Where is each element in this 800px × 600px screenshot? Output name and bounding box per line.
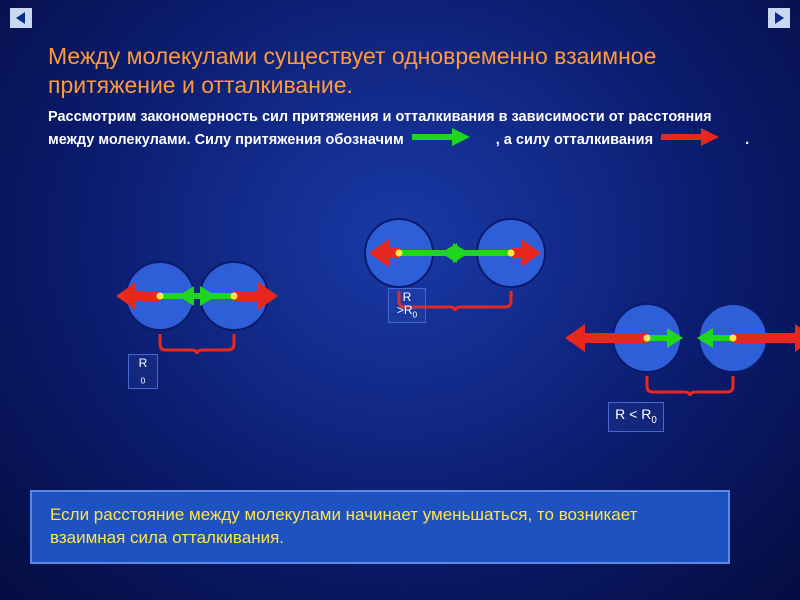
nav-prev-button[interactable] [10, 8, 32, 28]
overlay-conclusion: Если расстояние между молекулами начинае… [30, 490, 730, 564]
subtitle-text-2: , а силу отталкивания [496, 132, 657, 148]
slide-subtitle: Рассмотрим закономерность сил притяжения… [48, 108, 752, 152]
label-far: R>R0 [388, 288, 426, 323]
diagram-close [525, 300, 800, 381]
repulsion-legend-arrow [661, 128, 719, 153]
attraction-legend-arrow [412, 128, 470, 153]
nav-next-icon [772, 11, 786, 25]
label-equilibrium: R0 [128, 354, 158, 389]
nav-prev-icon [14, 11, 28, 25]
nav-next-button[interactable] [768, 8, 790, 28]
diagram-far [285, 215, 625, 296]
slide-title: Между молекулами существует одновременно… [48, 42, 752, 100]
label-close: R < R0 [608, 402, 664, 432]
subtitle-text-3: . [745, 132, 749, 148]
